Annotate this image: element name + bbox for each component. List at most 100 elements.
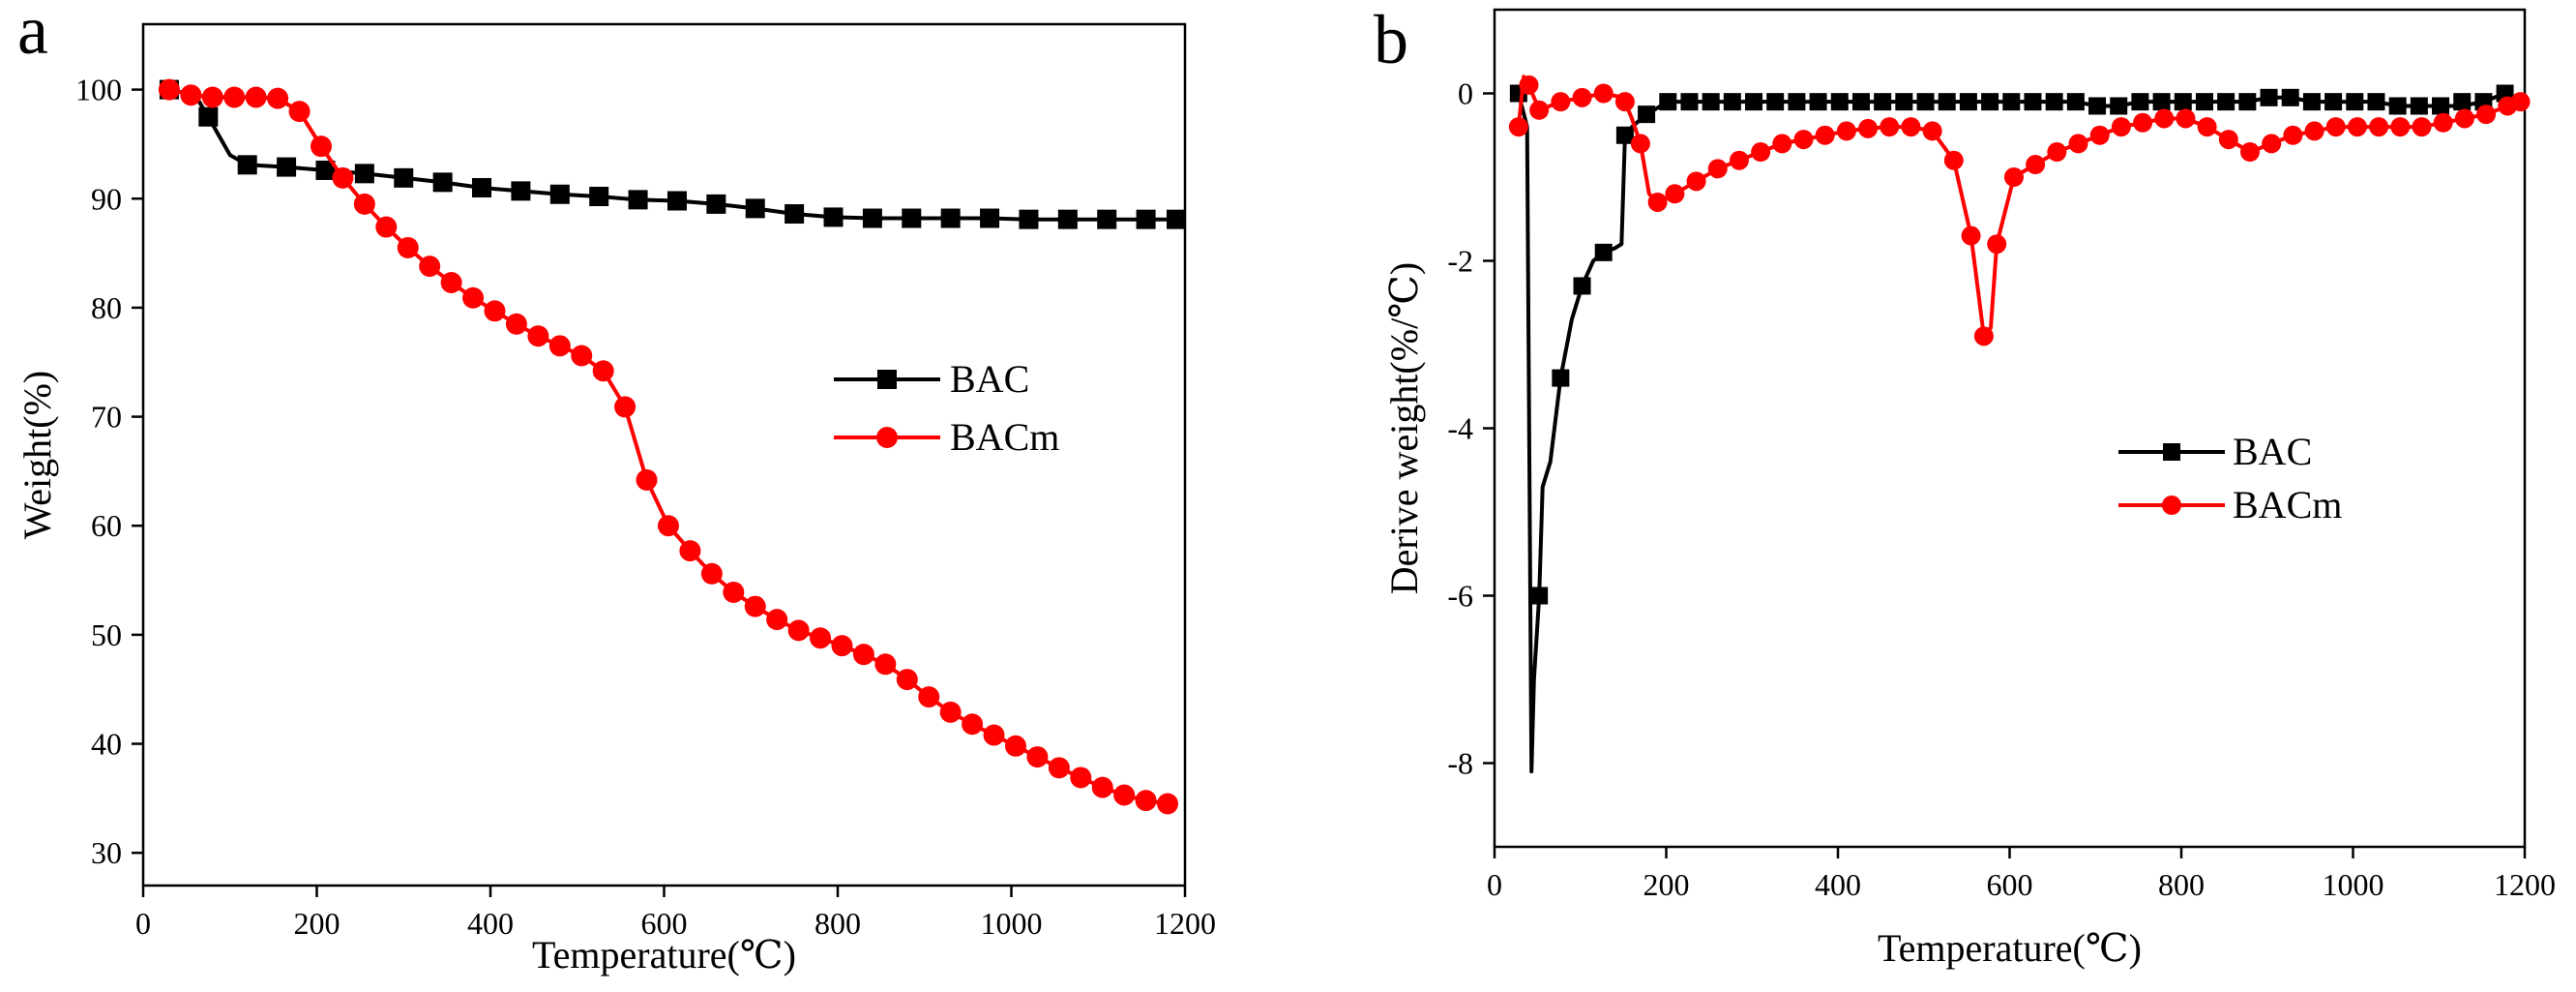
- data-point: [2176, 108, 2196, 129]
- data-point: [744, 595, 766, 617]
- data-point: [1530, 586, 1549, 605]
- x-tick-label: 600: [641, 906, 688, 941]
- data-point: [2089, 125, 2110, 145]
- data-point: [511, 181, 531, 201]
- data-point: [432, 172, 453, 193]
- data-point: [2454, 108, 2474, 129]
- data-point: [2304, 121, 2324, 141]
- data-point: [2238, 93, 2257, 111]
- data-point: [2453, 93, 2472, 111]
- data-point: [2347, 117, 2367, 137]
- y-tick-label: -4: [1447, 411, 1473, 446]
- data-point: [1665, 184, 1685, 204]
- data-point: [1922, 121, 1942, 141]
- data-point: [2510, 92, 2531, 112]
- data-point: [1157, 793, 1179, 815]
- data-point: [1097, 209, 1117, 229]
- series-bacm: [1508, 75, 2531, 346]
- legend-label: BACm: [950, 415, 1059, 459]
- data-point: [180, 84, 202, 106]
- data-point: [1981, 93, 1999, 111]
- data-point: [1686, 171, 1706, 192]
- data-point: [962, 713, 984, 736]
- legend-marker: [876, 427, 898, 448]
- data-point: [2197, 117, 2217, 137]
- data-point: [1729, 150, 1749, 170]
- data-point: [657, 515, 679, 537]
- data-point: [700, 562, 723, 585]
- data-point: [723, 581, 745, 603]
- data-point: [2476, 105, 2497, 125]
- legend-item: BAC: [2118, 430, 2312, 473]
- data-point: [2324, 93, 2343, 111]
- data-point: [571, 345, 593, 367]
- data-point: [2240, 142, 2260, 163]
- data-point: [332, 166, 354, 189]
- data-point: [1943, 150, 1964, 170]
- data-point: [472, 177, 492, 197]
- legend-item: BACm: [2118, 483, 2342, 526]
- data-point: [1880, 117, 1900, 137]
- data-point: [1167, 209, 1187, 229]
- data-point: [1938, 93, 1956, 111]
- data-point: [1573, 277, 1591, 295]
- data-point: [1959, 93, 1977, 111]
- data-point: [1529, 100, 1550, 120]
- data-point: [2152, 93, 2171, 111]
- legend-marker: [2163, 443, 2180, 461]
- plot-frame: [1493, 8, 2527, 849]
- x-tick-label: 400: [1815, 867, 1861, 902]
- data-point: [589, 187, 609, 206]
- y-tick-label: 50: [91, 617, 122, 652]
- data-point: [2369, 117, 2389, 137]
- data-point: [679, 540, 701, 562]
- data-point: [1751, 142, 1771, 163]
- data-point: [315, 160, 336, 180]
- data-point: [237, 155, 257, 175]
- x-tick-label: 200: [1643, 867, 1690, 902]
- data-point: [2412, 117, 2432, 137]
- x-tick-label: 0: [135, 906, 151, 941]
- data-point: [766, 609, 788, 631]
- data-point: [902, 208, 922, 228]
- y-axis-title: Weight(%): [15, 371, 59, 540]
- y-tick-label: 100: [75, 73, 122, 107]
- data-point: [1707, 159, 1728, 179]
- data-point: [1136, 209, 1156, 229]
- data-point: [2262, 134, 2282, 154]
- data-point: [527, 325, 549, 347]
- y-tick-label: 30: [91, 835, 122, 870]
- data-point: [1026, 746, 1049, 768]
- data-point: [823, 207, 844, 227]
- legend-item: BAC: [834, 357, 1029, 401]
- data-point: [874, 653, 897, 676]
- data-point: [549, 184, 570, 204]
- data-point: [158, 78, 180, 101]
- data-point: [1647, 192, 1668, 212]
- data-point: [1615, 126, 1634, 144]
- data-point: [353, 193, 375, 215]
- data-point: [666, 191, 687, 211]
- y-tick-label: 80: [91, 290, 122, 325]
- data-point: [940, 208, 961, 228]
- data-point: [1519, 75, 1539, 95]
- data-point: [1702, 93, 1720, 111]
- data-point: [419, 256, 441, 278]
- legend: BAC BACm: [834, 357, 1059, 459]
- x-tick-label: 1000: [981, 906, 1043, 941]
- data-point: [1091, 776, 1113, 798]
- data-point: [1961, 225, 1981, 246]
- data-point: [785, 204, 805, 225]
- y-tick-label: -6: [1447, 579, 1473, 614]
- data-point: [2260, 88, 2278, 106]
- series-bac: [159, 79, 1187, 229]
- data-point: [628, 190, 648, 210]
- panel-b: b 0 200 400 600 800 1000 1200 0 -2 -4 -6 -8 Temperatu…: [1374, 1, 2556, 970]
- data-point: [745, 198, 765, 219]
- data-point: [2133, 112, 2153, 133]
- data-point: [2003, 167, 2024, 187]
- data-point: [852, 644, 874, 666]
- x-tick-label: 600: [1987, 867, 2033, 902]
- data-point: [198, 106, 219, 127]
- data-point: [1793, 130, 1814, 150]
